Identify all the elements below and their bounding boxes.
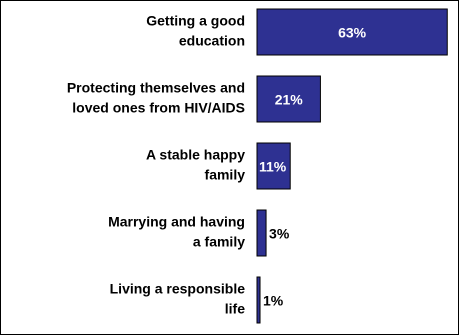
category-label-4-line-1: life [225,301,245,317]
bar-4 [256,276,261,324]
value-label-1: 21% [275,92,304,108]
value-label-4: 1% [263,293,284,309]
value-label-3: 3% [269,226,290,242]
bar-1 [256,75,321,123]
bar-3 [256,209,267,257]
value-label-0: 63% [338,25,367,41]
category-label-0-line-0: Getting a good [146,13,245,29]
category-label-3-line-0: Marrying and having [108,214,245,230]
category-label-2-line-1: family [205,167,246,183]
value-label-2: 11% [259,159,287,175]
category-label-4-line-0: Living a responsible [110,281,246,297]
bar-2 [256,142,291,190]
category-label-0-line-1: education [179,33,245,49]
category-label-3-line-1: a family [193,234,245,250]
category-label-1-line-0: Protecting themselves and [67,80,245,96]
bar-0 [256,8,448,56]
category-label-1-line-1: loved ones from HIV/AIDS [72,100,245,116]
category-label-2-line-0: A stable happy [146,147,245,163]
